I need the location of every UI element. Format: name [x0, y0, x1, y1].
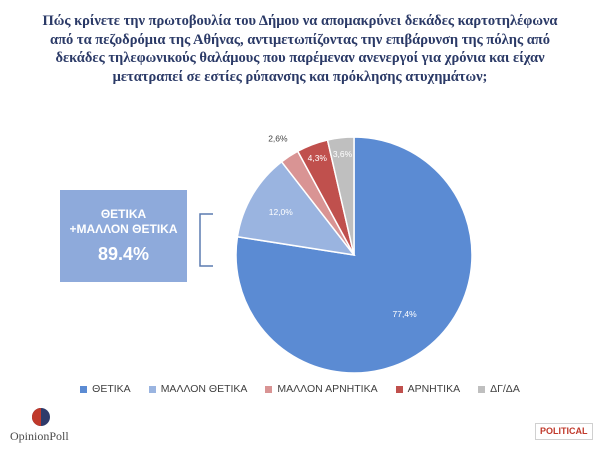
question-line: δεκάδες τηλεφωνικούς θαλάμους που παρέμε…	[55, 50, 545, 66]
data-label: 2,6%	[268, 133, 288, 143]
data-label: 77,4%	[393, 309, 418, 319]
data-label: 3,6%	[333, 149, 353, 159]
question-title: Πώς κρίνετε την πρωτοβουλία του Δήμου να…	[0, 12, 600, 86]
summary-label-2: +ΜΑΛΛΟΝ ΘΕΤΙΚΑ	[69, 222, 178, 236]
political-logo: POLITICAL	[535, 423, 593, 440]
summary-label-1: ΘΕΤΙΚΑ	[100, 207, 147, 221]
legend-item: ΜΑΛΛΟΝ ΑΡΝΗΤΙΚΑ	[265, 383, 378, 395]
pie-slice	[235, 136, 473, 374]
question-line: μετατραπεί σε εστίες ρύπανσης και πρόκλη…	[112, 68, 488, 85]
opinion-poll-logo-text: OpinionPoll	[10, 429, 69, 443]
legend-swatch	[148, 385, 156, 393]
legend-label: ΔΓ/ΔΑ	[490, 383, 520, 395]
legend-label: ΑΡΝΗΤΙΚΑ	[407, 383, 461, 395]
data-label: 4,3%	[308, 153, 328, 163]
pie-labels: 77,4% 12,0% 2,6% 4,3% 3,6%	[268, 133, 417, 319]
opinion-poll-logo: OpinionPoll	[10, 408, 102, 448]
legend-item: ΜΑΛΛΟΝ ΘΕΤΙΚΑ	[148, 383, 248, 395]
legend-swatch	[265, 385, 273, 393]
legend-item: ΘΕΤΙΚΑ	[80, 383, 131, 395]
legend-swatch	[478, 385, 486, 393]
summary-value: 89.4%	[97, 244, 150, 264]
question-line: Πώς κρίνετε την πρωτοβουλία του Δήμου να…	[42, 13, 558, 29]
question-line: από τα πεζοδρόμια της Αθήνας, αντιμετωπί…	[49, 31, 550, 48]
opinion-poll-logo-icon	[32, 408, 50, 426]
pie-slice	[326, 136, 355, 256]
pie-slice	[236, 160, 356, 257]
legend-label: ΜΑΛΛΟΝ ΘΕΤΙΚΑ	[160, 383, 248, 395]
data-label: 12,0%	[269, 207, 294, 217]
legend-item: ΔΓ/ΔΑ	[478, 383, 520, 395]
legend-item: ΑΡΝΗΤΙΚΑ	[395, 383, 461, 395]
summary-box: ΘΕΤΙΚΑ +ΜΑΛΛΟΝ ΘΕΤΙΚΑ 89.4%	[60, 190, 187, 282]
chart-legend: ΘΕΤΙΚΑ ΜΑΛΛΟΝ ΘΕΤΙΚΑ ΜΑΛΛΟΝ ΑΡΝΗΤΙΚΑ ΑΡΝ…	[0, 383, 600, 395]
legend-label: ΜΑΛΛΟΝ ΑΡΝΗΤΙΚΑ	[277, 383, 378, 395]
legend-swatch	[80, 385, 88, 393]
pie-slices	[235, 136, 473, 374]
legend-label: ΘΕΤΙΚΑ	[92, 383, 131, 395]
summary-bracket	[199, 213, 213, 267]
legend-swatch	[395, 385, 403, 393]
